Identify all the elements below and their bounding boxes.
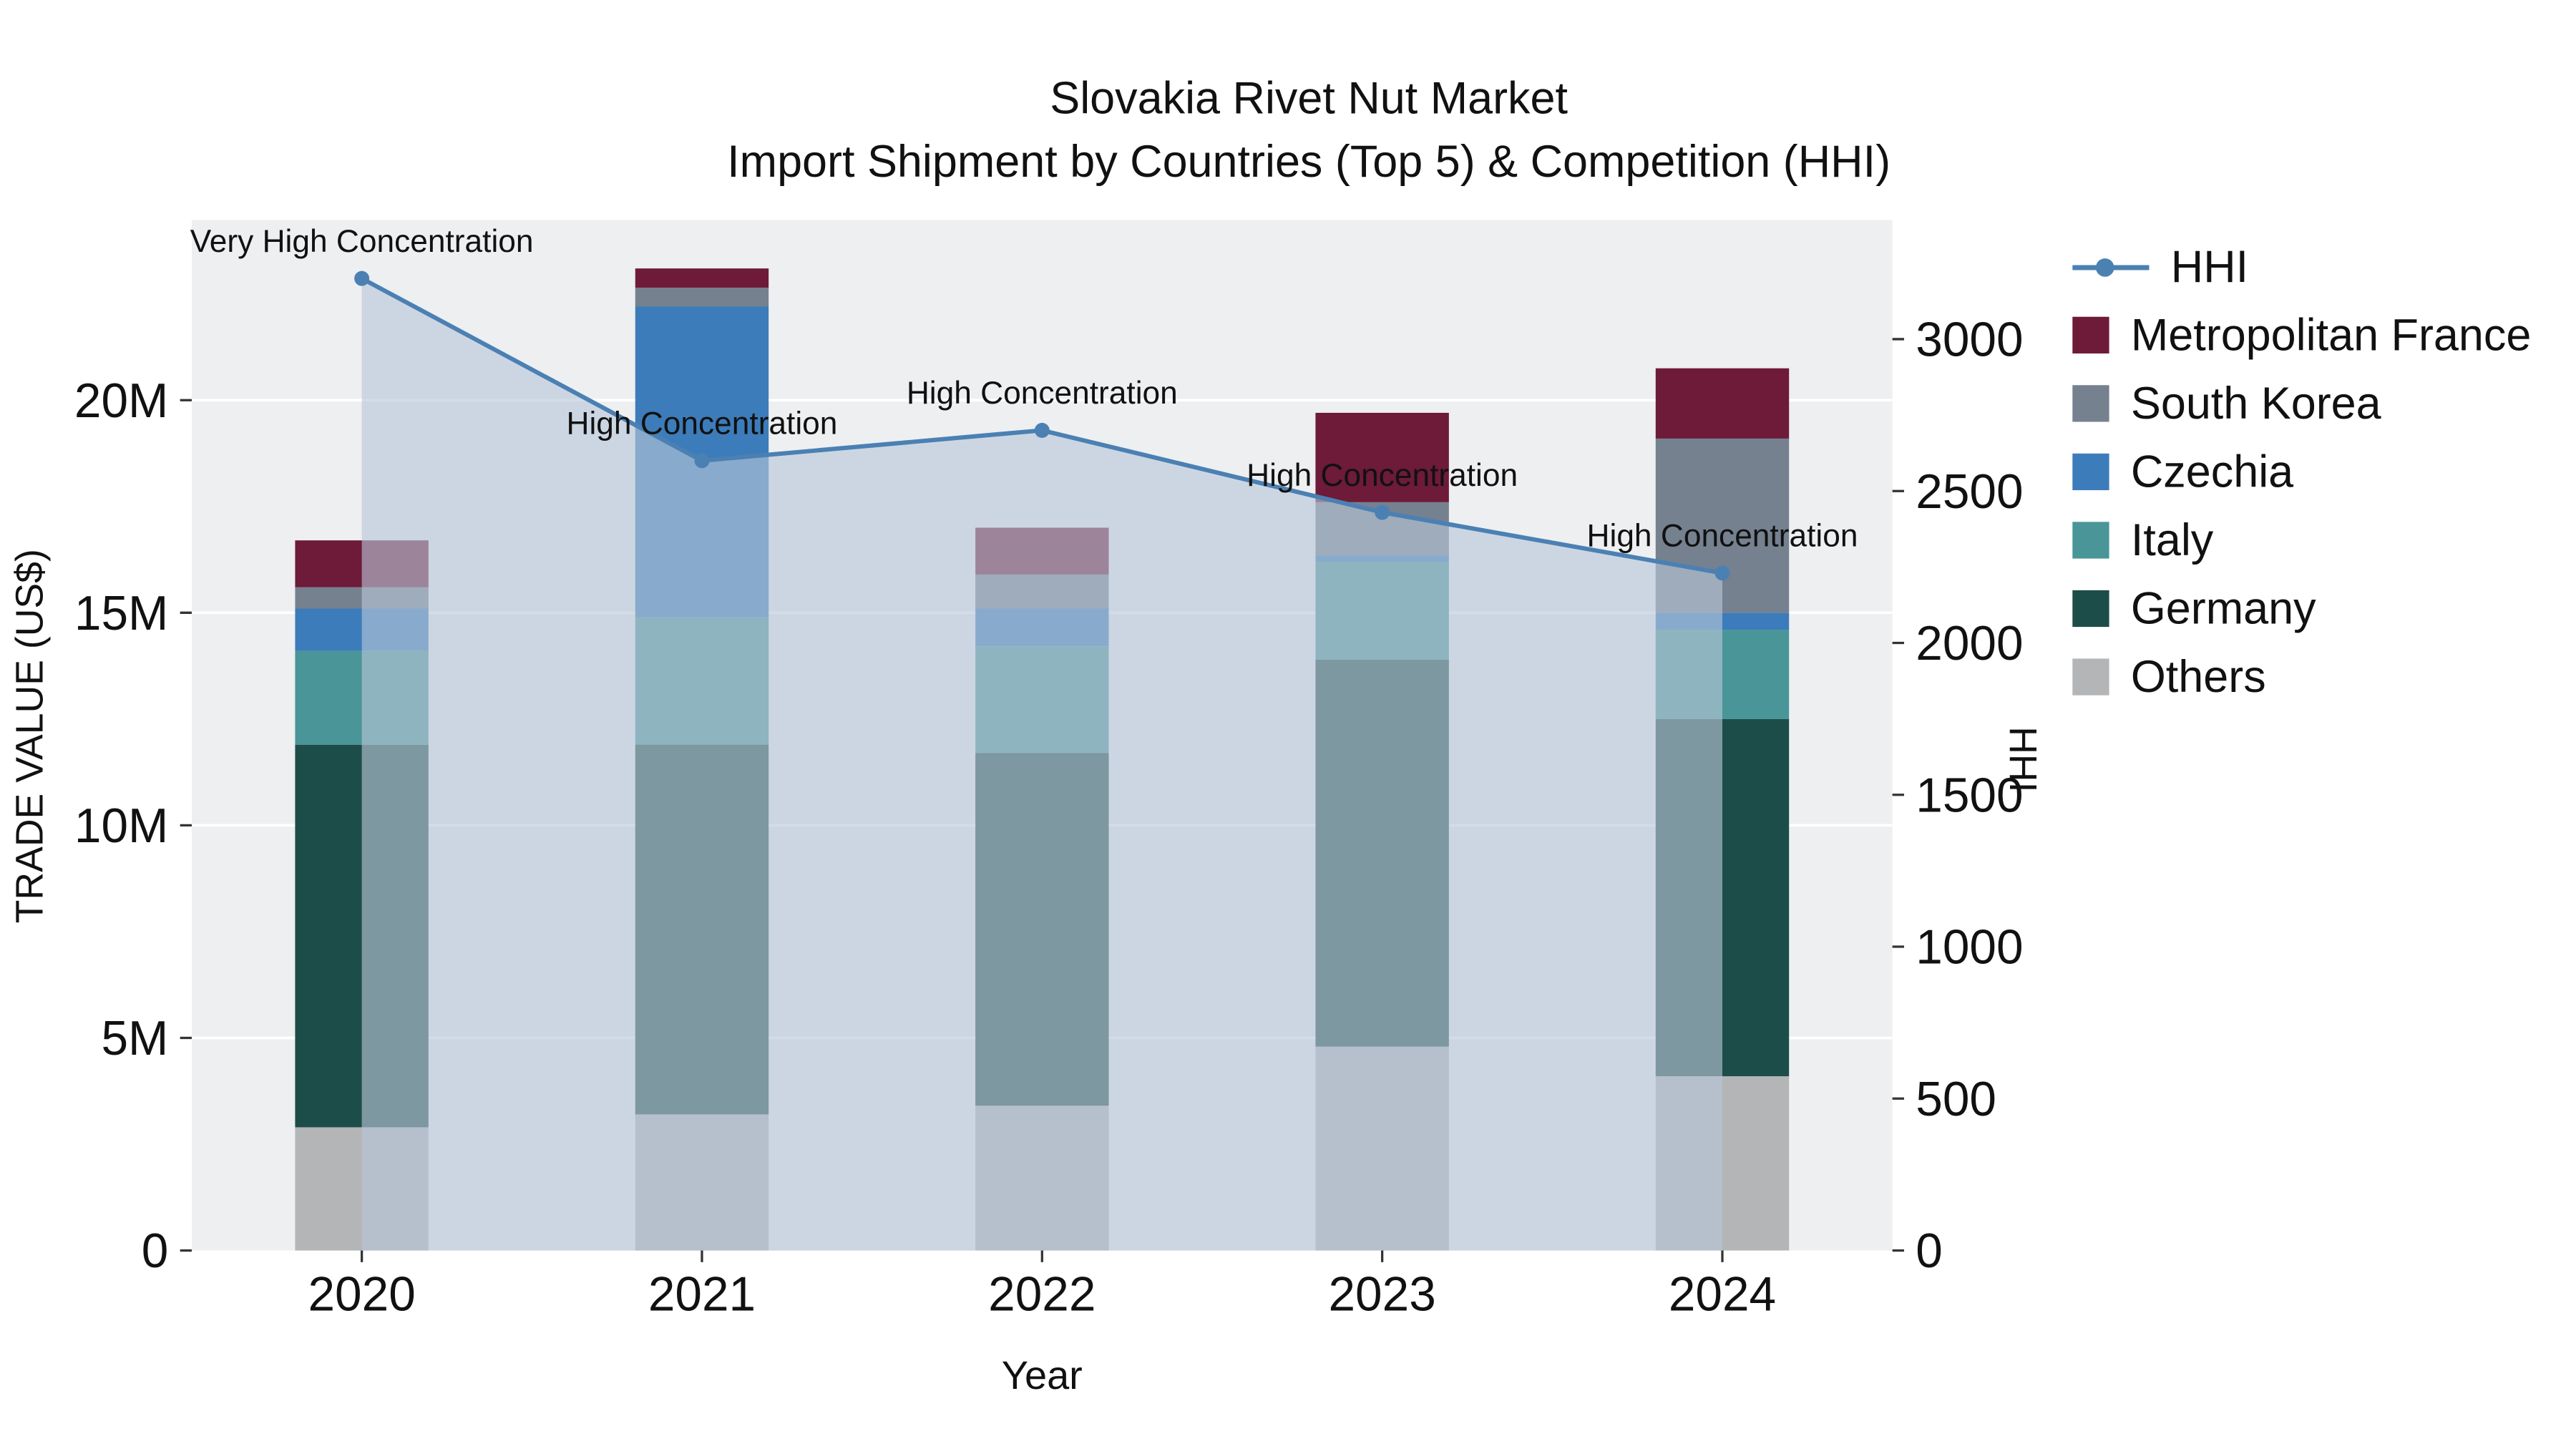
legend-swatch-icon-metropolitan-france [2072,316,2109,353]
y-right-tick-label: 2000 [1916,617,2023,670]
hhi-marker-2023 [1375,504,1390,520]
bar-segment-south-korea-2021 [635,287,769,307]
chart-title: Slovakia Rivet Nut Market Import Shipmen… [0,67,2576,193]
annotation-2023: High Concentration [1246,458,1518,493]
x-tick-label-2024: 2024 [1669,1267,1776,1321]
hhi-line-icon [2072,248,2150,285]
annotation-2022: High Concentration [907,376,1178,411]
legend-label-others: Others [2130,650,2266,701]
legend-item-south-korea[interactable]: South Korea [2072,377,2531,429]
legend: HHI Metropolitan France South Korea Czechia… [2072,240,2532,702]
y-left-tick-label: 10M [74,799,168,853]
x-tick-label-2022: 2022 [988,1267,1096,1321]
y-left-tick-label: 20M [74,374,168,428]
legend-label-czechia: Czechia [2130,446,2294,497]
legend-item-others[interactable]: Others [2072,650,2531,702]
x-tick-label-2023: 2023 [1328,1267,1435,1321]
y-left-tick-label: 15M [74,587,168,640]
legend-label-germany: Germany [2130,582,2316,633]
y-left-tick-label: 0 [142,1224,169,1278]
hhi-marker-2020 [354,270,370,286]
y-right-tick-label: 1000 [1916,921,2023,975]
y-axis-left-title: TRADE VALUE (US$) [7,549,52,924]
legend-label-south-korea: South Korea [2130,377,2381,428]
hhi-marker-2022 [1034,422,1050,438]
annotation-2020: Very High Concentration [190,224,534,259]
x-tick-label-2021: 2021 [648,1267,756,1321]
legend-swatch-icon-others [2072,658,2109,696]
y-right-tick-label: 3000 [1916,313,2023,367]
legend-item-hhi[interactable]: HHI [2072,240,2531,292]
legend-item-metropolitan-france[interactable]: Metropolitan France [2072,309,2532,360]
y-axis-right-title: HHI [2001,726,2045,793]
x-tick-label-2020: 2020 [308,1267,415,1321]
annotations: Very High Concentration High Concentratio… [190,224,1858,554]
legend-item-italy[interactable]: Italy [2072,514,2531,565]
annotation-2024: High Concentration [1587,519,1858,554]
y-right-tick-label: 2500 [1916,465,2023,519]
bar-segment-metropolitan-france-2024 [1655,368,1790,439]
axis-ticks: 0 5M 10M 15M 20M 0 500 1000 1500 2000 2500 3000 2020… [74,313,2024,1322]
legend-swatch-icon-germany [2072,590,2109,628]
y-right-tick-label: 1500 [1916,769,2023,822]
y-right-tick-label: 0 [1916,1224,1943,1278]
annotation-2021: High Concentration [566,406,837,441]
legend-label-metropolitan-france: Metropolitan France [2130,309,2532,360]
bar-segment-metropolitan-france-2021 [635,268,769,288]
chart-title-line2: Import Shipment by Countries (Top 5) & C… [727,137,1891,187]
hhi-marker-2024 [1714,565,1730,581]
legend-item-germany[interactable]: Germany [2072,582,2531,634]
legend-swatch-icon-czechia [2072,453,2109,491]
legend-swatch-icon-italy [2072,522,2109,559]
x-axis-title: Year [1001,1354,1083,1399]
legend-label-italy: Italy [2130,514,2214,565]
legend-swatch-icon-south-korea [2072,385,2109,422]
legend-item-czechia[interactable]: Czechia [2072,446,2531,497]
y-left-tick-label: 5M [101,1012,168,1065]
y-right-tick-label: 500 [1916,1073,1996,1126]
chart-title-line1: Slovakia Rivet Nut Market [1050,73,1568,124]
bar-segment-metropolitan-france-2023 [1315,412,1449,502]
legend-label-hhi: HHI [2170,240,2249,291]
hhi-marker-2021 [694,453,710,469]
hhi-area [361,278,1722,1251]
